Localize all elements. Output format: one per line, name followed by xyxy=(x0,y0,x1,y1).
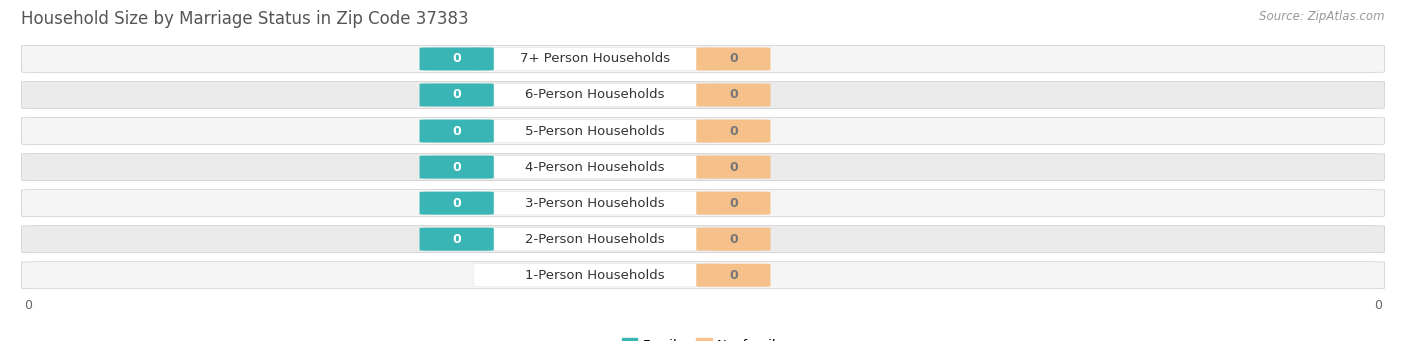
Text: 0: 0 xyxy=(453,161,461,174)
FancyBboxPatch shape xyxy=(474,228,717,251)
Text: 1-Person Households: 1-Person Households xyxy=(526,269,665,282)
FancyBboxPatch shape xyxy=(21,262,1385,289)
Text: 0: 0 xyxy=(453,197,461,210)
Text: 0: 0 xyxy=(453,53,461,65)
FancyBboxPatch shape xyxy=(21,153,1385,181)
FancyBboxPatch shape xyxy=(474,192,717,215)
Legend: Family, Nonfamily: Family, Nonfamily xyxy=(616,333,790,341)
Text: 0: 0 xyxy=(728,233,738,246)
FancyBboxPatch shape xyxy=(474,155,717,179)
Text: 5-Person Households: 5-Person Households xyxy=(526,124,665,137)
Text: 2-Person Households: 2-Person Households xyxy=(526,233,665,246)
FancyBboxPatch shape xyxy=(696,192,770,215)
FancyBboxPatch shape xyxy=(696,119,770,143)
Text: 0: 0 xyxy=(453,233,461,246)
Text: Household Size by Marriage Status in Zip Code 37383: Household Size by Marriage Status in Zip… xyxy=(21,10,468,28)
Text: 0: 0 xyxy=(728,197,738,210)
Text: 0: 0 xyxy=(453,89,461,102)
FancyBboxPatch shape xyxy=(696,155,770,179)
FancyBboxPatch shape xyxy=(474,264,717,287)
FancyBboxPatch shape xyxy=(474,119,717,143)
FancyBboxPatch shape xyxy=(419,228,494,251)
FancyBboxPatch shape xyxy=(419,47,494,71)
Text: 0: 0 xyxy=(453,124,461,137)
FancyBboxPatch shape xyxy=(21,81,1385,108)
Text: 0: 0 xyxy=(728,53,738,65)
Text: 7+ Person Households: 7+ Person Households xyxy=(520,53,671,65)
FancyBboxPatch shape xyxy=(419,155,494,179)
Text: 6-Person Households: 6-Person Households xyxy=(526,89,665,102)
Text: 4-Person Households: 4-Person Households xyxy=(526,161,665,174)
Text: 0: 0 xyxy=(728,124,738,137)
FancyBboxPatch shape xyxy=(696,84,770,106)
Text: 3-Person Households: 3-Person Households xyxy=(526,197,665,210)
FancyBboxPatch shape xyxy=(474,84,717,106)
Text: Source: ZipAtlas.com: Source: ZipAtlas.com xyxy=(1260,10,1385,23)
FancyBboxPatch shape xyxy=(21,118,1385,145)
FancyBboxPatch shape xyxy=(696,47,770,71)
Text: 0: 0 xyxy=(728,89,738,102)
FancyBboxPatch shape xyxy=(419,84,494,106)
FancyBboxPatch shape xyxy=(21,226,1385,253)
Text: 0: 0 xyxy=(728,269,738,282)
Text: 0: 0 xyxy=(728,161,738,174)
FancyBboxPatch shape xyxy=(474,47,717,71)
FancyBboxPatch shape xyxy=(21,45,1385,73)
FancyBboxPatch shape xyxy=(696,228,770,251)
FancyBboxPatch shape xyxy=(419,192,494,215)
FancyBboxPatch shape xyxy=(419,119,494,143)
FancyBboxPatch shape xyxy=(696,264,770,287)
FancyBboxPatch shape xyxy=(21,190,1385,217)
